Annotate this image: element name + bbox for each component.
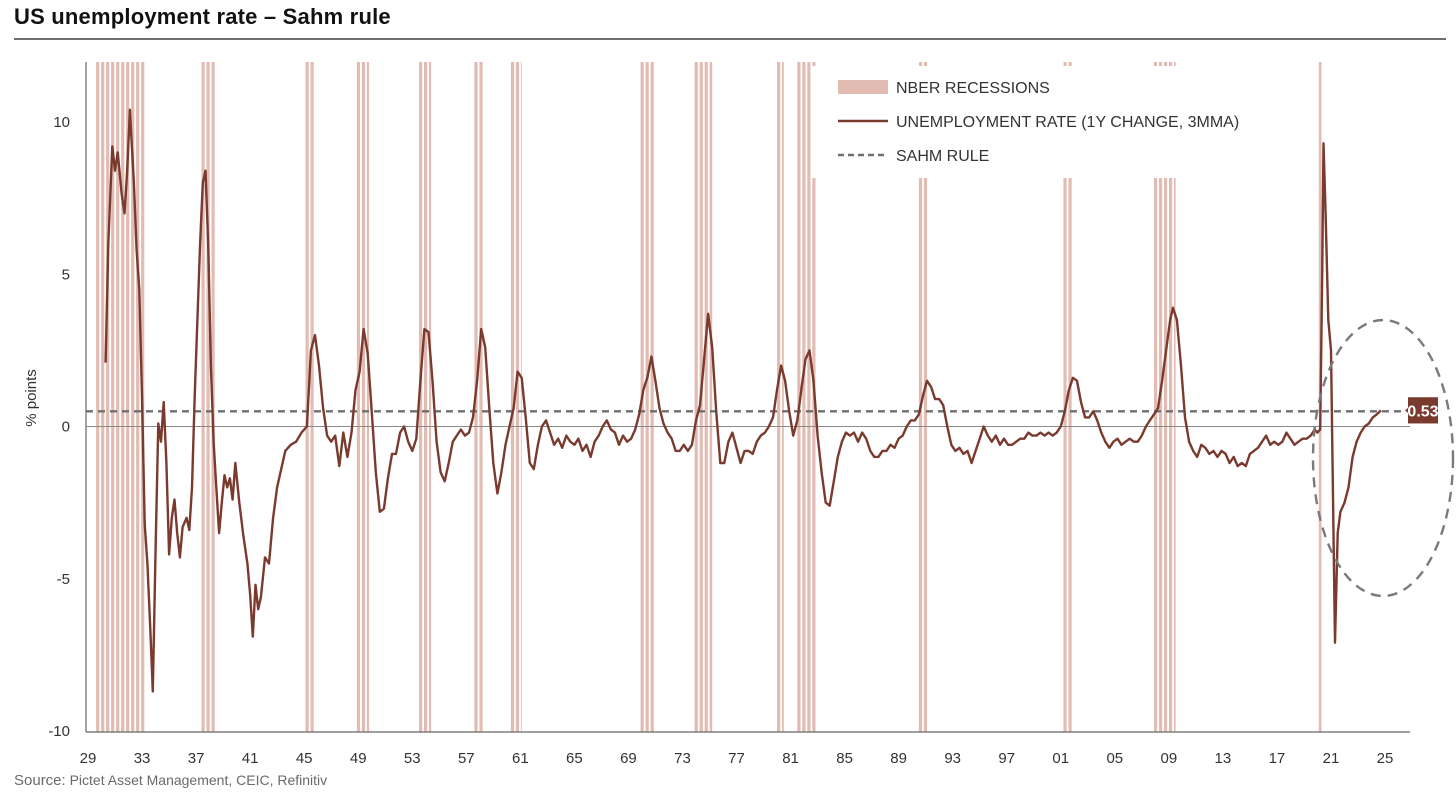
series-layer	[86, 108, 1405, 693]
recession-stripe	[520, 62, 522, 732]
title-divider	[14, 38, 1446, 40]
annotations: 0.53	[1311, 318, 1455, 598]
recession-stripe	[797, 62, 801, 732]
recession-stripe	[1068, 62, 1072, 732]
x-tick-label: 01	[1052, 750, 1069, 767]
recession-stripe	[1063, 62, 1067, 732]
recession-stripe	[918, 62, 923, 732]
latest-value-label: 0.53	[1407, 403, 1438, 420]
recession-band	[510, 62, 522, 732]
value-badge-pointer	[1405, 404, 1412, 417]
source-label: Source:	[14, 772, 66, 789]
recession-band	[96, 62, 145, 732]
recession-stripe	[366, 62, 370, 732]
x-tick-label: 65	[566, 750, 583, 767]
legend-label-sahm: SAHM RULE	[896, 148, 989, 165]
source-note: Source: Pictet Asset Management, CEIC, R…	[14, 772, 327, 789]
legend: NBER RECESSIONS UNEMPLOYMENT RATE (1Y CHA…	[812, 66, 1258, 178]
x-tick-label: 77	[728, 750, 745, 767]
y-axis-label: % points	[23, 369, 40, 427]
recession-stripe	[305, 62, 309, 732]
x-tick-label: 73	[674, 750, 691, 767]
recession-band	[777, 62, 784, 732]
x-tick-label: 33	[134, 750, 151, 767]
recession-stripe	[131, 62, 135, 732]
recession-stripe	[121, 62, 125, 732]
recession-stripe	[111, 62, 115, 732]
recession-stripe	[206, 62, 210, 732]
recession-stripe	[1163, 62, 1168, 732]
recession-stripe	[116, 62, 120, 732]
recession-stripe	[645, 62, 649, 732]
y-tick-label: 0	[62, 419, 70, 436]
recession-band	[694, 62, 713, 732]
x-tick-label: 41	[242, 750, 259, 767]
legend-label-unemployment: UNEMPLOYMENT RATE (1Y CHANGE, 3MMA)	[896, 114, 1239, 131]
y-tick-label: 10	[53, 114, 70, 131]
recession-stripe	[515, 62, 520, 732]
y-tick-label: -10	[48, 723, 70, 740]
sahm-rule-chart: 10 5 0 -5 -10 29 33 37 41 45 49 53 57 61 65 69 73 77 81 85 8…	[23, 62, 1455, 767]
recession-stripe	[650, 62, 654, 732]
recession-stripe	[424, 62, 428, 732]
y-tick-label: -5	[57, 571, 70, 588]
recession-stripe	[510, 62, 515, 732]
legend-recession-swatch	[838, 80, 888, 94]
x-tick-label: 13	[1215, 750, 1232, 767]
recession-band	[1063, 62, 1072, 732]
recession-stripe	[704, 62, 708, 732]
unemployment-rate-line	[104, 108, 1382, 693]
recession-stripe	[479, 62, 483, 732]
x-tick-label: 49	[350, 750, 367, 767]
x-tick-label: 85	[836, 750, 853, 767]
recession-stripe	[1153, 62, 1158, 732]
x-tick-label: 93	[944, 750, 961, 767]
recession-stripe	[96, 62, 100, 732]
recession-stripe	[1173, 62, 1176, 732]
chart-title: US unemployment rate – Sahm rule	[14, 4, 391, 29]
x-tick-label: 89	[890, 750, 907, 767]
y-tick-label: 5	[62, 266, 70, 283]
recession-band	[305, 62, 314, 732]
recession-stripe	[709, 62, 713, 732]
x-tick-label: 37	[188, 750, 205, 767]
recession-stripe	[802, 62, 806, 732]
source-text: Pictet Asset Management, CEIC, Refinitiv	[69, 772, 328, 788]
recession-band	[419, 62, 432, 732]
x-tick-label: 53	[404, 750, 421, 767]
recession-stripe	[777, 62, 781, 732]
recession-stripe	[782, 62, 784, 732]
recession-stripe	[126, 62, 130, 732]
x-tick-label: 29	[80, 750, 97, 767]
recession-stripe	[356, 62, 361, 732]
recession-stripe	[361, 62, 366, 732]
recession-stripe	[429, 62, 432, 732]
recession-stripe	[694, 62, 698, 732]
recession-band	[356, 62, 370, 732]
x-tick-label: 09	[1160, 750, 1177, 767]
x-tick-label: 21	[1323, 750, 1340, 767]
recession-band	[918, 62, 928, 732]
highlight-ellipse	[1311, 318, 1455, 598]
x-tick-label: 57	[458, 750, 475, 767]
x-tick-label: 61	[512, 750, 529, 767]
recession-stripe	[1168, 62, 1173, 732]
recession-stripe	[419, 62, 423, 732]
x-tick-label: 05	[1106, 750, 1123, 767]
recession-stripe	[807, 62, 811, 732]
x-tick-label: 97	[998, 750, 1015, 767]
x-tick-label: 45	[296, 750, 313, 767]
recession-stripe	[923, 62, 928, 732]
x-tick-label: 69	[620, 750, 637, 767]
recession-stripe	[101, 62, 105, 732]
x-tick-label: 81	[782, 750, 799, 767]
recession-stripe	[310, 62, 314, 732]
recession-stripe	[201, 62, 205, 732]
recession-stripe	[136, 62, 140, 732]
recession-stripe	[106, 62, 110, 732]
value-badge-extend	[1408, 397, 1438, 424]
x-tick-label: 25	[1377, 750, 1394, 767]
x-tick-label: 17	[1269, 750, 1286, 767]
legend-label-recessions: NBER RECESSIONS	[896, 80, 1050, 97]
